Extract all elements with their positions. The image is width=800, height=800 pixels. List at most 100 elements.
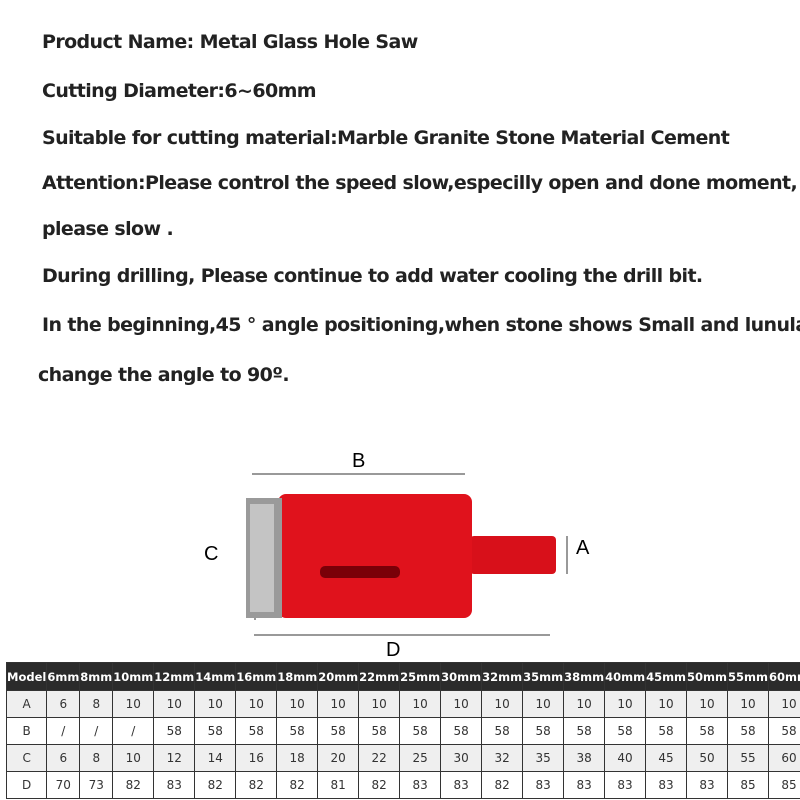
suitable-material: Suitable for cutting material:Marble Gra…: [42, 127, 730, 149]
column-header: 6mm: [46, 662, 81, 691]
table-cell: /: [46, 717, 81, 745]
table-cell: 10: [358, 690, 401, 718]
column-header: 12mm: [153, 662, 196, 691]
table-cell: 83: [604, 771, 647, 799]
table-cell: 83: [522, 771, 565, 799]
table-row: B / //58 58 58 58 58 58 58 58 58 58 58 58 58 58 58 58: [5, 717, 800, 745]
table-cell: 83: [153, 771, 196, 799]
column-header: 40mm: [604, 662, 647, 691]
column-header: 50mm: [686, 662, 729, 691]
angle-note-2: change the angle to 90º.: [38, 364, 290, 386]
table-cell: 73: [79, 771, 114, 799]
table-cell: 35: [522, 744, 565, 772]
table-cell: 82: [276, 771, 319, 799]
table-cell: 58: [276, 717, 319, 745]
table-cell: 83: [645, 771, 688, 799]
table-cell: 60: [768, 744, 800, 772]
table-cell: 8: [79, 690, 114, 718]
table-cell: 8: [79, 744, 114, 772]
table-cell: 10: [481, 690, 524, 718]
table-cell: 58: [194, 717, 237, 745]
table-cell: 20: [317, 744, 360, 772]
table-cell: 10: [727, 690, 770, 718]
table-cell: 85: [727, 771, 770, 799]
table-cell: 58: [563, 717, 606, 745]
table-cell: 45: [645, 744, 688, 772]
column-header: 60mm: [768, 662, 800, 691]
table-cell: 58: [317, 717, 360, 745]
table-cell: 10: [317, 690, 360, 718]
column-header: 18mm: [276, 662, 319, 691]
column-header: 16mm: [235, 662, 278, 691]
column-header: 25mm: [399, 662, 442, 691]
table-cell: 58: [727, 717, 770, 745]
table-cell: 58: [645, 717, 688, 745]
column-header: 20mm: [317, 662, 360, 691]
table-cell: 10: [563, 690, 606, 718]
column-header: 8mm: [79, 662, 114, 691]
table-cell: 10: [645, 690, 688, 718]
table-cell: 10: [686, 690, 729, 718]
table-cell: 58: [399, 717, 442, 745]
table-cell: 10: [235, 690, 278, 718]
table-cell: 40: [604, 744, 647, 772]
table-cell: 32: [481, 744, 524, 772]
drill-bit-diagram: B C A D: [204, 450, 590, 660]
row-label: D: [5, 771, 48, 799]
column-header: 38mm: [563, 662, 606, 691]
table-cell: 58: [235, 717, 278, 745]
table-cell: 10: [112, 690, 155, 718]
table-cell: 70: [46, 771, 81, 799]
table-cell: 10: [194, 690, 237, 718]
drill-body: [278, 494, 472, 618]
drill-shank: [470, 536, 556, 574]
angle-note-1: In the beginning,45 ° angle positioning,…: [42, 314, 800, 336]
table-cell: 10: [604, 690, 647, 718]
table-cell: 18: [276, 744, 319, 772]
table-cell: 10: [768, 690, 800, 718]
table-cell: 12: [153, 744, 196, 772]
attention-line-2: please slow .: [42, 218, 174, 240]
column-header: 32mm: [481, 662, 524, 691]
table-cell: 85: [768, 771, 800, 799]
table-cell: 50: [686, 744, 729, 772]
cutting-diameter: Cutting Diameter:6~60mm: [42, 80, 317, 102]
table-row: C 6 8 10 12 14 16 18 20 22 25 30 32 35 38 40 45 50 55 60: [5, 744, 800, 772]
table-cell: 83: [686, 771, 729, 799]
table-row: A 6 8 10 10 10 10 10 10 10 10 10 10 10 10 10 10 10 10 10: [5, 690, 800, 718]
column-header: Model: [5, 662, 48, 691]
table-cell: 82: [194, 771, 237, 799]
row-label: A: [5, 690, 48, 718]
table-cell: 58: [604, 717, 647, 745]
label-b: B: [352, 450, 365, 472]
column-header: 55mm: [727, 662, 770, 691]
column-header: 35mm: [522, 662, 565, 691]
column-header: 45mm: [645, 662, 688, 691]
table-cell: 22: [358, 744, 401, 772]
table-cell: /: [79, 717, 114, 745]
table-cell: 10: [440, 690, 483, 718]
label-d: D: [386, 639, 400, 660]
product-name: Product Name: Metal Glass Hole Saw: [42, 31, 418, 53]
table-cell: 58: [440, 717, 483, 745]
table-cell: 58: [522, 717, 565, 745]
table-cell: 83: [399, 771, 442, 799]
row-label: B: [5, 717, 48, 745]
table-cell: 10: [112, 744, 155, 772]
table-cell: 82: [358, 771, 401, 799]
table-cell: 16: [235, 744, 278, 772]
table-cell: 81: [317, 771, 360, 799]
table-cell: /: [112, 717, 155, 745]
table-cell: 10: [276, 690, 319, 718]
label-c: C: [204, 543, 218, 565]
table-cell: 14: [194, 744, 237, 772]
drill-slot: [320, 566, 400, 578]
table-cell: 6: [46, 744, 81, 772]
table-cell: 10: [522, 690, 565, 718]
column-header: 22mm: [358, 662, 401, 691]
table-cell: 30: [440, 744, 483, 772]
table-cell: 55: [727, 744, 770, 772]
table-cell: 83: [440, 771, 483, 799]
drilling-note: During drilling, Please continue to add …: [42, 265, 703, 287]
table-cell: 82: [235, 771, 278, 799]
